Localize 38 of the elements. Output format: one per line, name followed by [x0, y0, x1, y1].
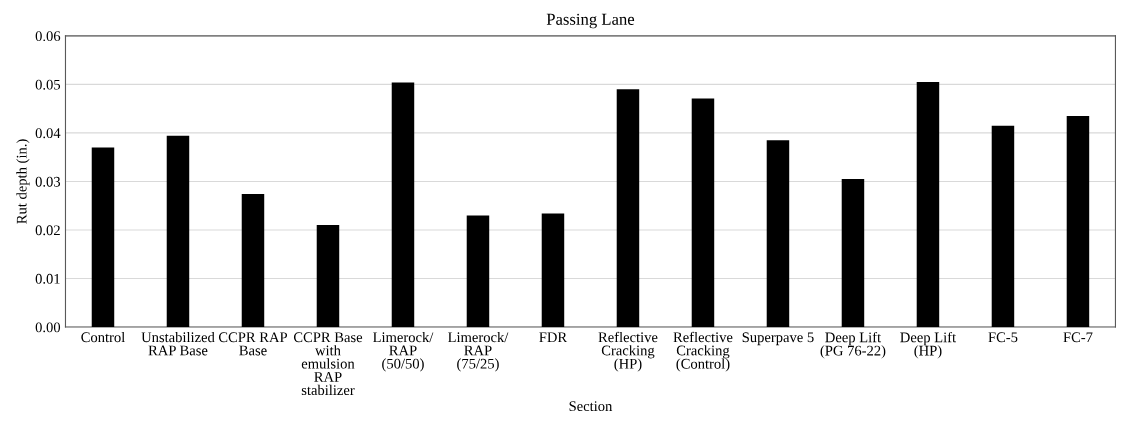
- bar: [166, 135, 190, 328]
- y-tick-label: 0.00: [35, 322, 61, 333]
- chart-title: Passing Lane: [546, 13, 635, 29]
- bar: [691, 98, 715, 328]
- x-tick-label: FDR: [539, 332, 568, 343]
- x-tick-label: CCPR RAP Base: [218, 332, 288, 356]
- x-tick-label: FC-5: [988, 332, 1018, 343]
- x-tick-label: Deep Lift (PG 76-22): [820, 331, 886, 359]
- bar: [91, 147, 115, 328]
- y-tick-label: 0.06: [35, 31, 61, 42]
- x-tick-label: CCPR Base with emulsion RAP stabilizer: [293, 332, 363, 396]
- y-tick-label: 0.05: [35, 79, 61, 90]
- x-axis-title: Section: [569, 401, 613, 412]
- bar: [541, 213, 565, 328]
- x-tick-label: Limerock/ RAP (75/25): [448, 331, 509, 372]
- x-tick-label: Limerock/ RAP (50/50): [373, 331, 434, 372]
- x-tick-label: Control: [81, 331, 125, 343]
- y-tick-label: 0.03: [35, 176, 61, 187]
- y-axis-title: Rut depth (in.): [16, 139, 30, 224]
- bar: [766, 140, 790, 328]
- bar: [391, 82, 415, 328]
- x-tick-label: FC-7: [1063, 332, 1093, 343]
- bar: [466, 215, 490, 328]
- y-tick-label: 0.04: [35, 128, 61, 139]
- x-tick-label: Reflective Cracking (Control): [673, 331, 733, 372]
- y-tick-label: 0.02: [35, 225, 60, 236]
- x-tick-label: Superpave 5: [742, 332, 814, 346]
- bar: [1066, 115, 1090, 328]
- bar: [841, 179, 865, 328]
- bar: [316, 225, 340, 328]
- y-tick-label: 0.01: [35, 273, 60, 284]
- x-tick-label: Unstabilized RAP Base: [141, 331, 215, 356]
- x-tick-label: Deep Lift (HP): [900, 331, 957, 359]
- bar: [991, 125, 1015, 328]
- bar: [241, 194, 265, 328]
- x-tick-label: Reflective Cracking (HP): [598, 331, 658, 372]
- bar: [616, 89, 640, 328]
- bar: [916, 81, 940, 328]
